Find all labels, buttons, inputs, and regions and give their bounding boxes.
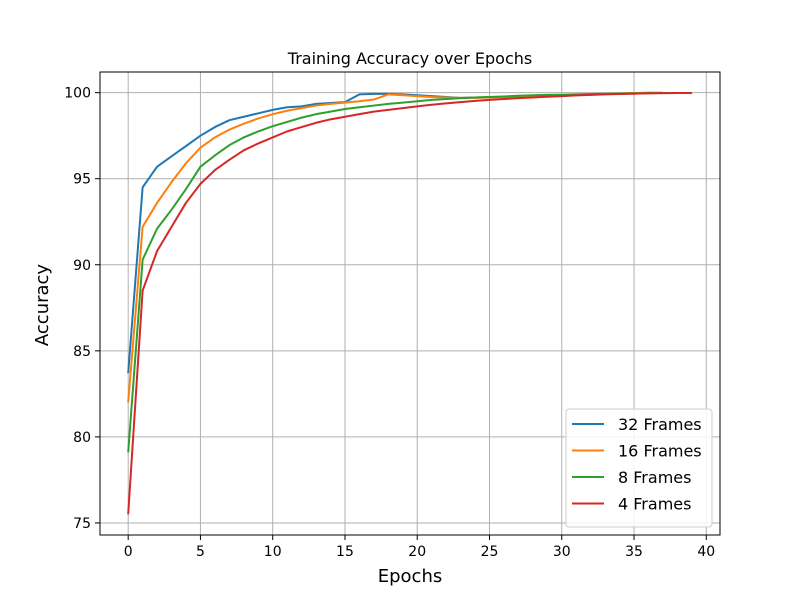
x-tick-label: 40 — [697, 544, 715, 560]
legend: 32 Frames 16 Frames 8 Frames 4 Frames — [565, 408, 713, 528]
legend-label: 8 Frames — [618, 468, 691, 487]
y-tick-label: 90 — [73, 258, 91, 274]
x-tick-label: 30 — [553, 544, 571, 560]
y-tick-label: 85 — [73, 344, 91, 360]
legend-box — [565, 408, 713, 528]
x-tick-label: 35 — [625, 544, 643, 560]
y-tick-label: 95 — [73, 172, 91, 188]
x-tick-label: 5 — [196, 544, 205, 560]
x-tick-label: 0 — [124, 544, 133, 560]
y-tick-label: 80 — [73, 430, 91, 446]
x-tick-label: 10 — [264, 544, 282, 560]
legend-label: 16 Frames — [618, 442, 702, 461]
series-line-4-frames — [127, 92, 692, 515]
x-tick-label: 15 — [336, 544, 354, 560]
y-axis-label: Accuracy — [32, 264, 53, 347]
series-lines — [127, 91, 692, 515]
y-tick-label: 75 — [73, 516, 91, 532]
chart-title: Training Accuracy over Epochs — [287, 49, 532, 68]
y-axis-ticks: 75 80 85 90 95 100 — [64, 86, 100, 532]
legend-label: 32 Frames — [618, 415, 702, 434]
legend-label: 4 Frames — [618, 495, 691, 514]
plot-frame — [99, 71, 721, 536]
y-tick-label: 100 — [64, 86, 91, 102]
x-tick-label: 25 — [481, 544, 499, 560]
x-tick-label: 20 — [408, 544, 426, 560]
x-axis-ticks: 0 5 10 15 20 25 30 35 40 — [124, 535, 715, 560]
x-axis-label: Epochs — [378, 566, 443, 587]
